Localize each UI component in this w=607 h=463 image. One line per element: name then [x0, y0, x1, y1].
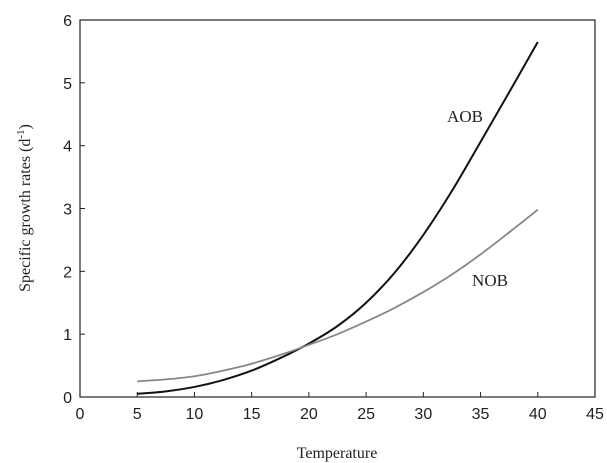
series-line-nob — [137, 209, 539, 383]
series-label-nob: NOB — [472, 271, 508, 290]
y-tick-label: 6 — [63, 13, 72, 30]
series-labels: AOB NOB — [447, 107, 508, 290]
series-line-aob — [137, 41, 539, 395]
y-tick-label: 0 — [63, 390, 72, 407]
x-tick-label: 15 — [243, 406, 261, 423]
x-tick-label: 0 — [76, 406, 85, 423]
y-axis-title-main: Specific growth rates (d — [17, 139, 34, 292]
x-tick-label: 10 — [186, 406, 204, 423]
x-axis-title: Temperature — [297, 445, 378, 462]
y-axis-ticks: 0 1 2 3 4 5 6 — [63, 13, 85, 407]
y-tick-label: 3 — [63, 202, 72, 219]
x-tick-label: 5 — [133, 406, 142, 423]
y-tick-label: 2 — [63, 264, 72, 281]
x-tick-label: 35 — [472, 406, 490, 423]
x-tick-label: 40 — [529, 406, 547, 423]
x-tick-label: 20 — [300, 406, 318, 423]
y-axis-title-sup: -1 — [15, 129, 27, 138]
y-axis-title-end: ) — [17, 124, 34, 129]
series-label-aob: AOB — [447, 107, 483, 126]
y-tick-label: 4 — [63, 139, 72, 156]
x-axis-ticks: 0 5 10 15 20 25 30 35 40 45 — [76, 392, 604, 423]
series-layer — [137, 41, 539, 395]
x-tick-label: 30 — [414, 406, 432, 423]
x-tick-label: 25 — [357, 406, 375, 423]
x-tick-label: 45 — [586, 406, 604, 423]
y-tick-label: 5 — [63, 76, 72, 93]
y-axis-title: Specific growth rates (d-1) — [15, 124, 34, 292]
y-tick-label: 1 — [63, 327, 72, 344]
